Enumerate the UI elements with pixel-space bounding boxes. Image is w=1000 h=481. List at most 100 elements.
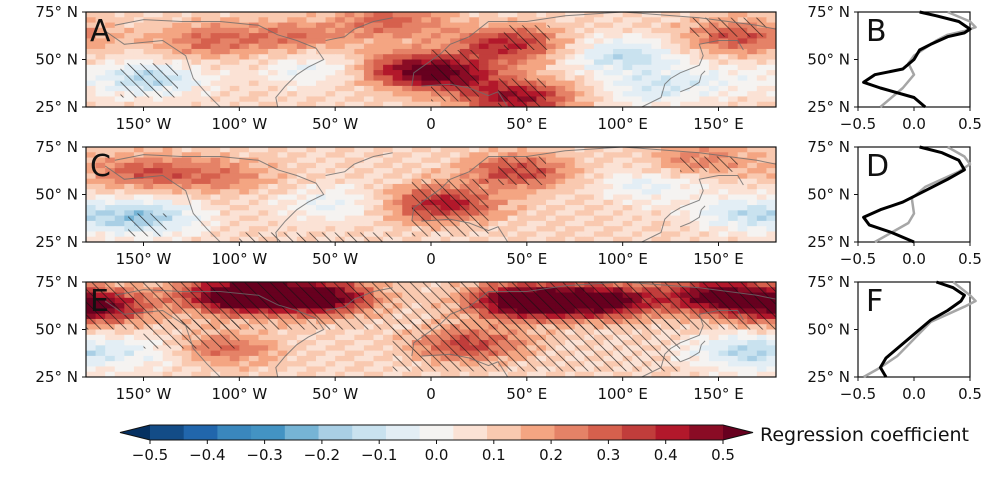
map-cell (229, 101, 240, 107)
map-cell (344, 101, 355, 107)
map-cell (603, 162, 614, 169)
map-cell (440, 17, 451, 24)
map-cell (498, 183, 509, 190)
map-cell (201, 33, 212, 39)
map-cell (766, 236, 776, 242)
map-cell (220, 80, 231, 87)
map-cell (603, 168, 614, 174)
x-tick-label: 100° W (211, 250, 267, 268)
map-cell (402, 210, 413, 217)
map-cell (766, 329, 776, 336)
map-cell (651, 157, 662, 164)
map-cell (268, 75, 279, 82)
map-cell (718, 231, 729, 238)
map-cell (95, 210, 106, 217)
map-cell (354, 38, 365, 45)
map-cell (248, 334, 260, 341)
map-cell (651, 226, 662, 233)
map-cell (354, 91, 365, 98)
map-cell (220, 43, 231, 50)
map-cell (133, 173, 145, 180)
map-cell (191, 194, 202, 201)
map-cell (268, 220, 279, 227)
map-cell (172, 199, 183, 206)
map-cell (143, 236, 154, 242)
map-cell (172, 27, 183, 34)
map-cell (181, 75, 193, 82)
map-cell (651, 220, 662, 227)
map-cell (133, 22, 145, 29)
map-cell (718, 189, 729, 196)
map-cell (143, 205, 154, 211)
map-cell (411, 64, 423, 71)
map-cell (191, 205, 202, 211)
map-cell (517, 199, 528, 206)
map-cell (680, 189, 691, 196)
map-cell (766, 38, 776, 45)
map-cell (95, 152, 106, 159)
map-cell (756, 162, 768, 169)
map-cell (133, 33, 145, 39)
map-cell (325, 48, 336, 55)
map-cell (699, 334, 710, 341)
map-cell (680, 64, 691, 71)
map-cell (632, 75, 643, 82)
map-cell (105, 355, 116, 362)
map-cell (651, 152, 662, 159)
map-cell (498, 33, 509, 39)
coastline (421, 353, 509, 377)
map-cell (172, 59, 183, 66)
map-cell (584, 64, 595, 71)
map-cell (191, 210, 202, 217)
map-cell (488, 152, 499, 159)
map-cell (143, 189, 154, 196)
map-cell (210, 12, 221, 18)
map-cell (613, 17, 624, 24)
map-cell (517, 220, 528, 227)
map-cell (728, 236, 739, 242)
map-cell (114, 183, 125, 190)
map-cell (210, 173, 221, 180)
map-cell (105, 17, 116, 24)
map-cell (220, 17, 231, 24)
map-cell (86, 371, 97, 377)
map-cell (335, 340, 346, 346)
map-cell (344, 334, 355, 341)
map-cell (105, 12, 116, 18)
map-cell (162, 361, 173, 368)
map-cell (201, 210, 212, 217)
map-cell (737, 70, 748, 76)
map-cell (421, 33, 432, 39)
map-cell (258, 215, 269, 222)
map-cell (363, 17, 375, 24)
map-cell (114, 345, 125, 352)
map-cell (478, 371, 490, 377)
map-cell (613, 183, 624, 190)
map-cell (478, 17, 490, 24)
map-cell (747, 226, 758, 233)
map-cell (133, 96, 145, 103)
map-cell (335, 199, 346, 206)
map-cell (661, 70, 672, 76)
map-cell (766, 199, 776, 206)
map-cell (488, 231, 499, 238)
map-cell (440, 43, 451, 50)
map-cell (153, 210, 164, 217)
map-cell (201, 168, 212, 174)
map-cell (210, 226, 221, 233)
map-cell (316, 350, 327, 357)
map-cell (613, 162, 624, 169)
map-cell (632, 91, 643, 98)
map-cell (210, 64, 221, 71)
map-cell (651, 205, 662, 211)
map-cell (392, 210, 403, 217)
map-cell (344, 215, 355, 222)
map-cell (613, 54, 624, 61)
map-cell (651, 70, 662, 76)
map-cell (114, 59, 125, 66)
map-cell (670, 54, 681, 61)
map-cell (613, 231, 624, 238)
map-cell (498, 205, 509, 211)
map-cell (593, 183, 605, 190)
map-cell (114, 231, 125, 238)
